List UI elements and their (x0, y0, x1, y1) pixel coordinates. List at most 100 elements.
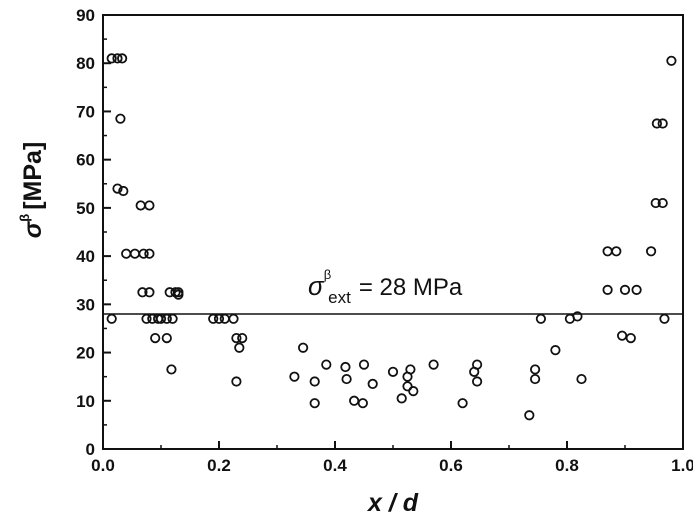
data-point (387, 366, 399, 377)
data-point (471, 359, 483, 370)
data-point (659, 313, 670, 324)
data-point (231, 376, 242, 387)
data-point (572, 311, 583, 322)
data-point (349, 395, 360, 406)
axes: 0 10 20 30 40 50 60 70 80 90 0.0 0.2 0.4 0.6 0.8 1.0 (76, 6, 693, 475)
data-point (602, 246, 613, 257)
data-point (297, 342, 309, 353)
y-tick-label: 60 (76, 151, 95, 170)
y-tick-label: 50 (76, 199, 95, 218)
data-point (611, 246, 622, 257)
data-point (144, 287, 155, 298)
y-tick-label: 10 (76, 392, 95, 411)
data-point (340, 361, 351, 373)
y-tick-label: 90 (76, 6, 95, 25)
y-tick-label: 30 (76, 295, 95, 314)
data-point (129, 248, 140, 259)
ref-label-superscript: β (324, 267, 331, 282)
data-point (170, 287, 181, 298)
x-tick-label: 0.8 (555, 456, 579, 475)
data-point (231, 332, 242, 344)
data-point (289, 371, 300, 382)
x-tick-label: 0.6 (439, 456, 463, 475)
data-point (144, 200, 155, 211)
data-point (602, 284, 613, 295)
data-point (358, 359, 370, 370)
data-point (166, 364, 177, 375)
data-point (341, 373, 352, 385)
data-point (321, 359, 332, 370)
data-point (155, 313, 167, 324)
data-point (631, 284, 642, 295)
data-point (117, 53, 128, 64)
ref-label-symbol: σ (308, 271, 325, 301)
data-point (309, 398, 320, 409)
y-tick-label: 70 (76, 102, 95, 121)
ref-label-value: = 28 MPa (359, 274, 463, 301)
data-point (161, 332, 172, 344)
data-point (535, 313, 547, 324)
data-point (657, 118, 668, 129)
y-tick-label: 80 (76, 54, 95, 73)
data-point (529, 364, 541, 375)
data-point (219, 313, 230, 324)
data-point (367, 378, 378, 389)
data-point (524, 410, 535, 421)
x-tick-label: 1.0 (671, 456, 693, 475)
data-point (666, 55, 677, 66)
data-point (208, 313, 219, 324)
data-points (106, 53, 677, 421)
x-tick-label: 0.2 (207, 456, 231, 475)
reference-line-label: σβ ext = 28 MPa (308, 267, 463, 307)
data-point (115, 113, 126, 124)
y-tick-label: 40 (76, 247, 95, 266)
data-point (471, 376, 483, 387)
data-point (625, 332, 636, 344)
data-point (135, 200, 146, 211)
plot-frame (102, 14, 684, 450)
data-point (137, 287, 148, 298)
data-point (550, 345, 561, 356)
data-point (112, 183, 123, 194)
data-point (213, 313, 225, 324)
data-point (529, 373, 541, 385)
data-point (650, 197, 661, 209)
y-tick-label: 0 (86, 440, 95, 459)
x-tick-label: 0.0 (91, 456, 115, 475)
data-point (173, 287, 184, 298)
data-point (651, 118, 663, 129)
data-point (457, 398, 468, 409)
data-point (237, 332, 248, 344)
y-axis-label-symbol: σ (19, 220, 47, 238)
y-axis-label: σβ [MPa] (17, 142, 47, 239)
data-point (576, 373, 587, 385)
data-point (357, 398, 368, 409)
data-point (619, 284, 631, 295)
data-point (138, 248, 149, 259)
data-point (309, 376, 320, 387)
y-axis-label-unit: [MPa] (19, 142, 47, 210)
data-point (396, 393, 407, 404)
data-point (161, 313, 172, 324)
data-point (150, 332, 161, 344)
data-point (616, 330, 628, 341)
data-point (645, 246, 657, 257)
data-point (228, 313, 239, 324)
y-axis-label-superscript: β (17, 214, 32, 222)
svg-text:σβ[MPa]: σβ [MPa] (17, 142, 47, 239)
ref-label-subscript: ext (328, 288, 351, 307)
data-point (405, 364, 416, 375)
data-point (657, 197, 668, 209)
data-point (106, 53, 117, 64)
data-point (428, 359, 439, 370)
data-point (121, 248, 132, 259)
data-point (141, 313, 152, 324)
data-point (408, 386, 419, 397)
data-point (167, 313, 178, 324)
data-point (112, 53, 123, 64)
data-point (234, 342, 245, 353)
data-point (144, 248, 155, 259)
x-tick-label: 0.4 (323, 456, 347, 475)
y-tick-label: 20 (76, 344, 95, 363)
